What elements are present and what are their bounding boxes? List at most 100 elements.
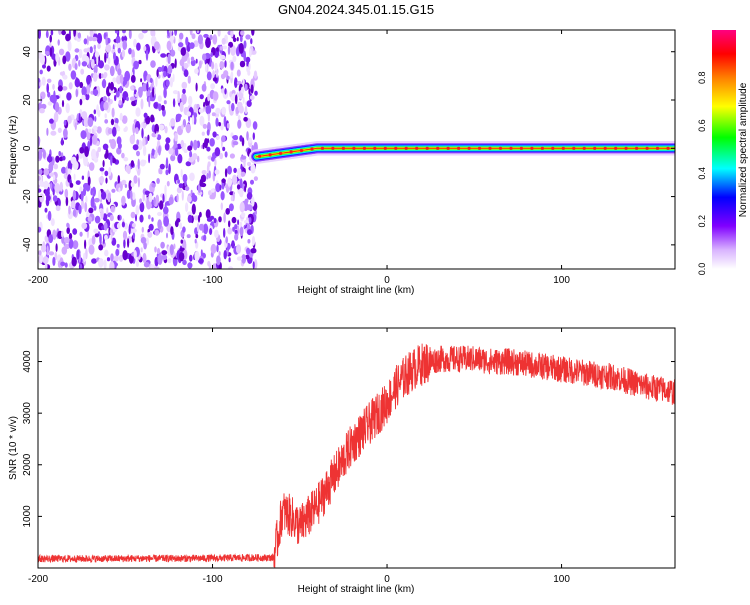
noise-cell [216, 47, 219, 52]
noise-cell [246, 192, 253, 200]
noise-cell [221, 37, 226, 45]
noise-cell [239, 226, 244, 237]
noise-cell [128, 30, 132, 40]
noise-cell [75, 180, 81, 186]
noise-cell [94, 116, 97, 122]
noise-cell [230, 30, 234, 38]
noise-cell [214, 169, 220, 175]
noise-cell [57, 127, 62, 133]
noise-cell [159, 124, 165, 131]
noise-cell [185, 202, 189, 213]
noise-cell [222, 146, 226, 152]
noise-cell [45, 30, 49, 39]
noise-cell [52, 174, 56, 181]
noise-cell [228, 266, 234, 269]
noise-cell [151, 148, 155, 156]
noise-cell [66, 92, 72, 101]
noise-cell [90, 148, 97, 160]
x-tick-label: -100 [203, 275, 223, 286]
noise-cell [244, 185, 247, 193]
noise-cell [230, 195, 234, 202]
noise-cell [59, 71, 65, 76]
snr-x-ticks: -200 -100 0 100 [28, 328, 570, 585]
noise-cell [234, 77, 238, 89]
noise-cell [102, 96, 108, 102]
noise-cell [200, 249, 203, 257]
noise-cell [117, 68, 122, 76]
noise-cell [201, 223, 204, 234]
noise-cell [193, 139, 198, 151]
noise-cell [46, 65, 51, 72]
noise-cell [179, 58, 185, 67]
noise-cell [212, 91, 219, 101]
noise-cell [118, 99, 122, 106]
noise-cell [164, 202, 167, 213]
noise-cell [198, 60, 202, 69]
noise-cell [110, 155, 113, 166]
noise-cell [46, 127, 49, 136]
noise-cell [130, 74, 136, 83]
noise-cell [239, 135, 243, 142]
noise-cell [141, 128, 144, 139]
noise-cell [195, 82, 198, 92]
noise-cell [38, 226, 42, 233]
noise-cell [208, 170, 211, 179]
noise-cell [111, 237, 117, 246]
noise-cell [166, 180, 170, 187]
noise-cell [189, 254, 193, 262]
noise-cell [244, 83, 248, 92]
signal-peak [341, 146, 345, 150]
noise-cell [98, 244, 104, 251]
noise-cell [209, 34, 213, 40]
noise-cell [226, 75, 230, 80]
noise-cell [80, 130, 87, 140]
noise-cell [218, 122, 222, 127]
noise-cell [49, 172, 55, 177]
noise-cell [219, 46, 223, 51]
noise-cell [60, 261, 66, 267]
noise-cell [100, 208, 104, 220]
noise-cell [234, 229, 238, 235]
noise-cell [161, 250, 168, 256]
x-tick-label: -200 [28, 574, 48, 585]
noise-cell [79, 81, 84, 89]
noise-cell [38, 175, 41, 181]
noise-cell [71, 256, 77, 267]
noise-cell [122, 250, 128, 261]
noise-cell [96, 126, 102, 134]
noise-cell [254, 90, 258, 96]
noise-cell [187, 75, 191, 84]
noise-cell [168, 196, 174, 205]
noise-cell [189, 172, 195, 182]
noise-cell [62, 55, 67, 65]
noise-cell [44, 235, 49, 243]
noise-cell [248, 48, 252, 58]
noise-cell [68, 233, 73, 240]
noise-cell [45, 197, 50, 207]
noise-cell [72, 240, 79, 250]
noise-cell [119, 85, 123, 94]
noise-cell [83, 182, 89, 190]
noise-cell [163, 216, 170, 227]
signal-peak [666, 146, 670, 150]
noise-cell [127, 238, 130, 248]
noise-cell [177, 90, 180, 102]
noise-cell [230, 61, 234, 71]
noise-cell [185, 123, 191, 134]
noise-cell [251, 196, 255, 207]
noise-cell [83, 38, 88, 45]
noise-cell [198, 258, 204, 264]
noise-cell [182, 259, 187, 266]
noise-cell [43, 168, 50, 176]
noise-cell [250, 179, 254, 185]
noise-cell [185, 161, 192, 167]
noise-cell [176, 218, 181, 223]
noise-cell [172, 73, 175, 83]
noise-cell [146, 81, 149, 92]
x-tick-label: 100 [553, 275, 570, 286]
noise-cell [61, 100, 65, 108]
noise-cell [174, 132, 178, 142]
noise-cell [72, 189, 77, 201]
noise-cell [52, 195, 58, 202]
noise-cell [99, 233, 102, 245]
